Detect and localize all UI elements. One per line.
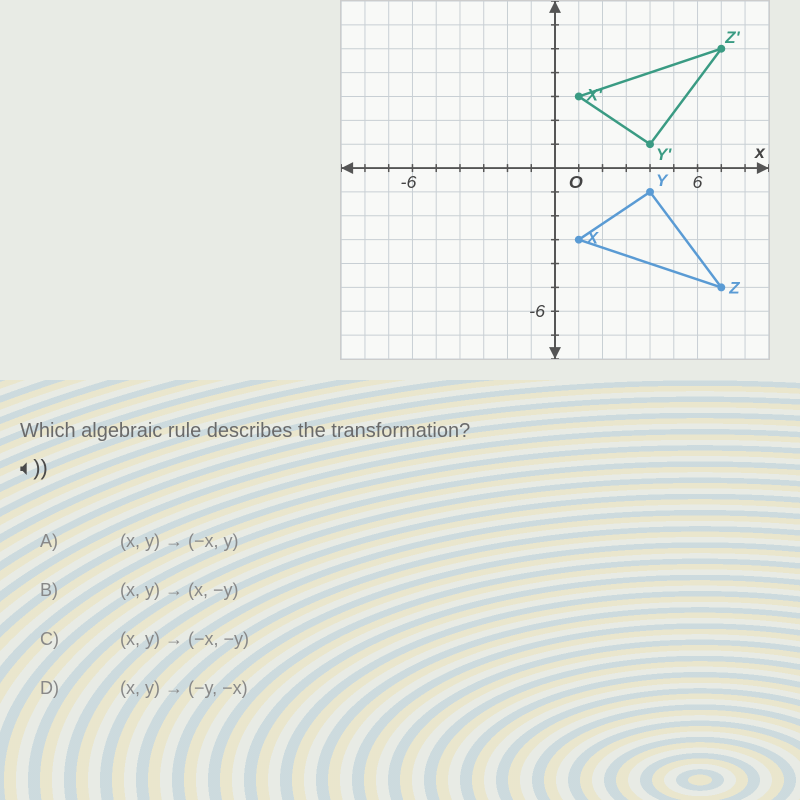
svg-text:X: X — [586, 229, 600, 248]
svg-text:Z': Z' — [724, 28, 740, 47]
svg-text:x: x — [754, 142, 766, 162]
graph-svg: -6 6 -6 Ox X' Y' Z' X Y Z — [341, 1, 769, 359]
svg-text:6: 6 — [693, 172, 703, 192]
svg-text:-6: -6 — [529, 301, 545, 321]
choice-c[interactable]: C)(x, y) → (−x, −y) — [20, 629, 780, 650]
question-text: Which algebraic rule describes the trans… — [20, 420, 780, 443]
question-area: Which algebraic rule describes the trans… — [20, 420, 780, 727]
svg-text:O: O — [569, 172, 583, 192]
choice-letter: A) — [20, 531, 90, 552]
audio-icon[interactable]: 🔈︎)) — [20, 455, 48, 481]
choice-text: (x, y) → (−x, y) — [90, 531, 239, 552]
svg-text:-6: -6 — [401, 172, 417, 192]
choice-letter: D) — [20, 678, 90, 699]
svg-text:Z: Z — [728, 278, 740, 297]
coordinate-graph: -6 6 -6 Ox X' Y' Z' X Y Z — [340, 0, 770, 360]
choice-a[interactable]: A)(x, y) → (−x, y) — [20, 531, 780, 552]
choice-list: A)(x, y) → (−x, y)B)(x, y) → (x, −y)C)(x… — [20, 531, 780, 699]
choice-d[interactable]: D)(x, y) → (−y, −x) — [20, 678, 780, 699]
choice-letter: B) — [20, 580, 90, 601]
svg-text:Y': Y' — [656, 145, 672, 164]
svg-text:Y: Y — [656, 171, 669, 190]
svg-text:X': X' — [586, 85, 603, 104]
choice-text: (x, y) → (x, −y) — [90, 580, 239, 601]
choice-letter: C) — [20, 629, 90, 650]
choice-b[interactable]: B)(x, y) → (x, −y) — [20, 580, 780, 601]
choice-text: (x, y) → (−x, −y) — [90, 629, 249, 650]
choice-text: (x, y) → (−y, −x) — [90, 678, 248, 699]
